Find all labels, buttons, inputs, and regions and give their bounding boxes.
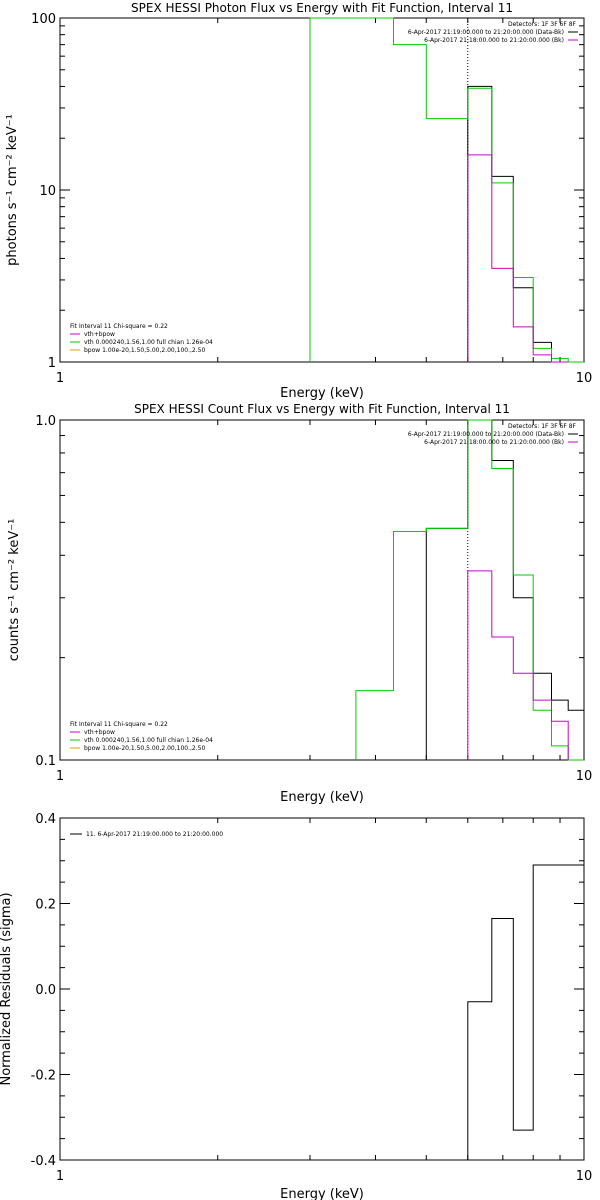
x-tick-label: 1 — [56, 1169, 64, 1184]
y-tick-label: 0.0 — [35, 983, 56, 998]
chart-title: SPEX HESSI Count Flux vs Energy with Fit… — [134, 402, 510, 416]
y-axis-label: counts s⁻¹ cm⁻² keV⁻¹ — [7, 519, 22, 662]
legend-left-title: Fit Interval 11 Chi-square = 0.22 — [70, 721, 168, 728]
legend-left-entry: vth 0.000240,1.56,1.00 full chian 1.26e-… — [84, 339, 213, 346]
y-tick-label: 100 — [31, 12, 56, 27]
x-tick-label: 1 — [56, 371, 64, 386]
legend-left-entry: vth+bpow — [84, 331, 115, 338]
legend-right-entry: 6-Apr-2017 21:19:00.000 to 21:20:00.000 … — [408, 431, 564, 438]
y-tick-label: 0.2 — [35, 898, 56, 913]
series-data-bk — [467, 85, 584, 363]
x-tick-label: 10 — [576, 371, 593, 386]
chart-title: SPEX HESSI Photon Flux vs Energy with Fi… — [131, 1, 513, 15]
y-tick-label: 1.0 — [35, 414, 56, 429]
legend-right-entry: 6-Apr-2017 21:19:00.000 to 21:20:00.000 … — [408, 29, 564, 36]
series-11 — [467, 864, 585, 1160]
x-axis-label: Energy (keV) — [280, 386, 364, 401]
y-tick-label: 1 — [48, 356, 56, 371]
y-tick-label: 0.4 — [35, 812, 56, 827]
legend-entry: 11. 6-Apr-2017 21:19:00.000 to 21:20:00.… — [86, 831, 223, 838]
y-tick-label: -0.4 — [31, 1154, 56, 1169]
legend-left-entry: vth+bpow — [84, 729, 115, 736]
y-tick-label: 0.1 — [35, 754, 56, 769]
y-axis-label: photons s⁻¹ cm⁻² keV⁻¹ — [5, 114, 20, 266]
detectors-label: Detectors: 1F 3F 6F 8F — [508, 423, 577, 430]
plot-frame — [59, 419, 585, 761]
series-vth — [309, 17, 584, 363]
detectors-label: Detectors: 1F 3F 6F 8F — [508, 21, 577, 28]
y-tick-label: 10 — [39, 184, 56, 199]
plot-frame — [59, 17, 585, 363]
x-axis-label: Energy (keV) — [280, 790, 364, 805]
x-tick-label: 10 — [576, 1169, 593, 1184]
legend-left-entry: bpow 1.00e-20,1.50,5.00,2.00,100.,2.50 — [84, 745, 205, 752]
y-axis-label: Normalized Residuals (sigma) — [0, 892, 14, 1085]
plot-frame — [59, 817, 585, 1161]
series-vth — [355, 419, 584, 761]
series-vth-bpow — [467, 154, 569, 363]
series-vth-bpow — [467, 570, 569, 760]
x-tick-label: 10 — [576, 769, 593, 784]
y-tick-label: -0.2 — [31, 1069, 56, 1084]
x-tick-label: 1 — [56, 769, 64, 784]
legend-right-entry: 6-Apr-2017 21:18:00.000 to 21:20:00.000 … — [424, 439, 564, 446]
x-axis-label: Energy (keV) — [280, 1187, 364, 1200]
legend-left-title: Fit Interval 11 Chi-square = 0.22 — [70, 323, 168, 330]
legend-right-entry: 6-Apr-2017 21:18:00.000 to 21:20:00.000 … — [424, 37, 564, 44]
series-data-bk — [425, 419, 585, 760]
legend-left-entry: vth 0.000240,1.56,1.00 full chian 1.26e-… — [84, 737, 213, 744]
legend-left-entry: bpow 1.00e-20,1.50,5.00,2.00,100.,2.50 — [84, 347, 205, 354]
